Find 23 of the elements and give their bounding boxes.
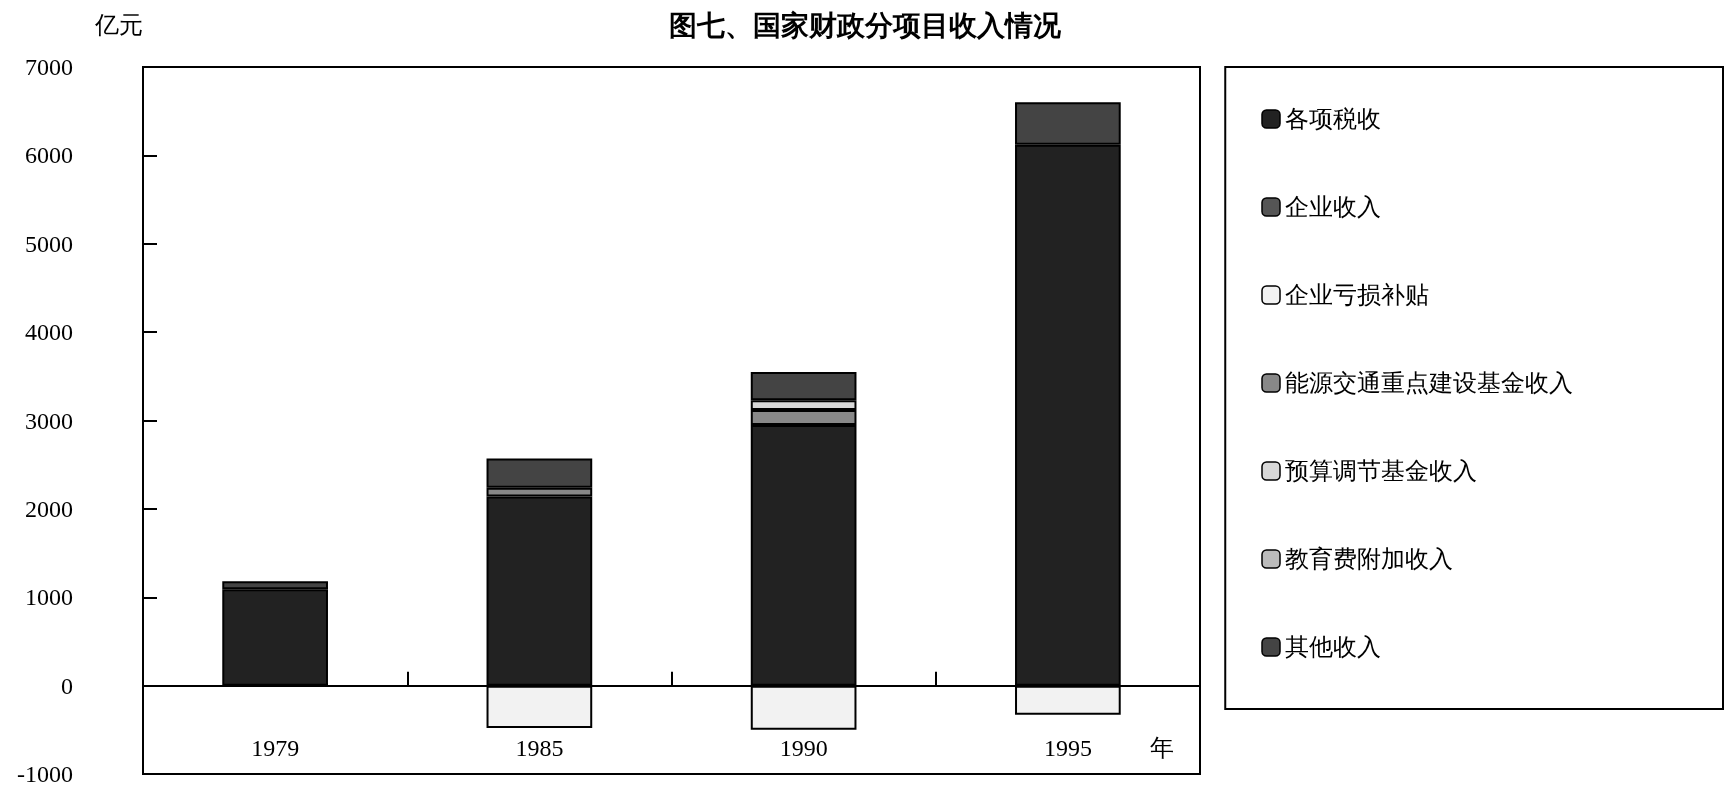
legend-label: 企业亏损补贴 [1285, 282, 1429, 308]
x-tick-label: 1990 [779, 735, 828, 761]
legend-label: 能源交通重点建设基金收入 [1285, 370, 1573, 396]
y-tick-label: 7000 [25, 54, 73, 80]
y-tick-label: 3000 [25, 407, 73, 434]
legend-label: 企业收入 [1285, 194, 1381, 220]
chart-title: 图七、国家财政分项目收入情况 [669, 9, 1062, 41]
x-tick-label: 1995 [1043, 735, 1092, 761]
x-axis-title: 年 [1150, 735, 1174, 761]
y-tick-label: 4000 [25, 319, 73, 346]
x-tick-label: 1985 [515, 735, 564, 761]
x-tick-label: 1979 [251, 735, 300, 761]
legend-label: 教育费附加收入 [1285, 546, 1453, 572]
y-tick-label: 0 [61, 672, 73, 699]
y-tick-label: 1000 [25, 584, 73, 611]
legend-label: 其他收入 [1285, 634, 1381, 660]
y-tick-label: -1000 [17, 761, 73, 786]
y-tick-label: 2000 [25, 495, 73, 522]
y-tick-label: 5000 [25, 230, 73, 257]
legend-label: 各项税收 [1285, 106, 1381, 132]
y-axis-title: 亿元 [94, 12, 143, 38]
y-tick-label: 6000 [25, 142, 73, 169]
legend-label: 预算调节基金收入 [1285, 458, 1477, 484]
